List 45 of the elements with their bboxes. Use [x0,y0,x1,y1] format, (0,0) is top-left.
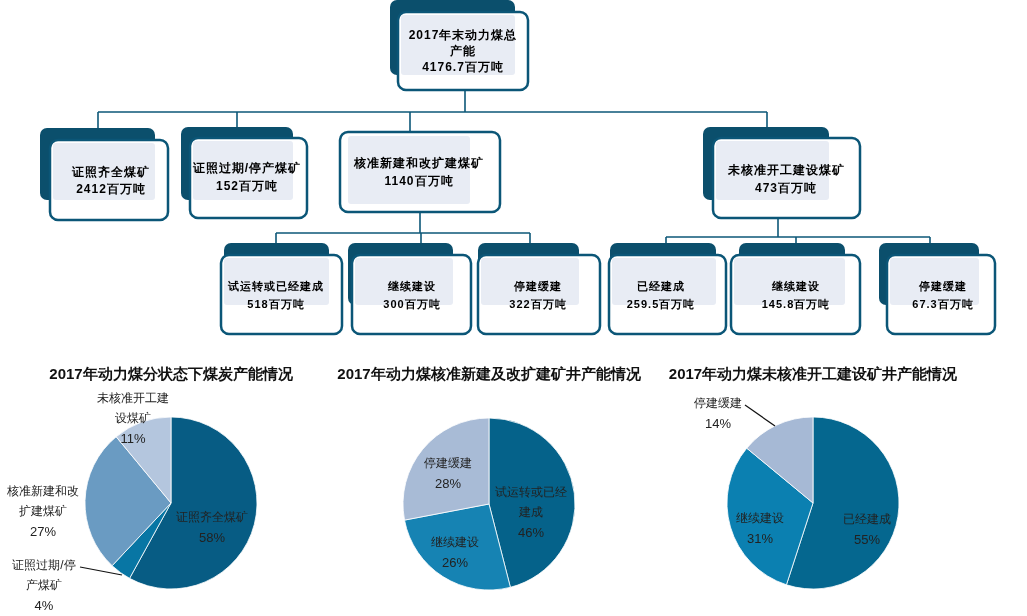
text: 67.3百万吨 [912,298,974,310]
slice-label: 停建缓建 [424,456,472,470]
data-label: 4% [34,597,54,613]
data-label: 31% [746,530,774,546]
data-label: 58% [198,529,226,545]
slice-label: 证照过期/停产煤矿 [12,558,76,592]
text: 473百万吨 [754,181,818,195]
text: 322百万吨 [509,298,567,310]
chart-title: 2017年动力煤分状态下煤炭产能情况 [49,364,294,382]
text: 518百万吨 [247,298,305,310]
text: 已经建成 [637,280,685,292]
data-label: 27% [29,523,57,539]
text: 152百万吨 [215,179,279,193]
slice-label: 停建缓建 [694,396,742,410]
text: 停建缓建 [513,280,562,292]
data-label: 11% [120,430,146,446]
slice-label: 未核准开工建设煤矿 [97,391,169,425]
text: 证照齐全煤矿 [71,165,150,179]
slice-label: 证照齐全煤矿 [176,510,248,524]
data-label: 14% [704,415,732,431]
data-label: 28% [434,475,462,491]
text: 2017年末动力煤总产能 [408,28,518,58]
text: 300百万吨 [383,298,441,310]
slice-label: 核准新建和改扩建煤矿 [6,484,79,518]
text: 未核准开工建设煤矿 [726,163,845,177]
text: 4176.7百万吨 [422,60,504,74]
data-label: 26% [441,554,469,570]
text: 继续建设 [387,280,436,292]
data-label: 46% [517,524,545,540]
chart-title: 2017年动力煤核准新建及改扩建矿井产能情况 [337,364,642,382]
text: 2412百万吨 [76,182,146,196]
text: 1140百万吨 [384,174,454,188]
text: 继续建设 [771,280,820,292]
text: 证照过期/停产煤矿 [191,161,302,175]
text: 试运转或已经建成 [227,280,324,292]
slice-label: 试运转或已经建成 [495,485,567,519]
slice-label: 继续建设 [736,511,784,525]
text: 145.8百万吨 [761,298,831,310]
slice-label: 已经建成 [843,512,891,526]
text: 259.5百万吨 [626,298,696,310]
slice-label: 继续建设 [431,535,479,549]
data-label: 55% [853,531,881,547]
chart-title: 2017年动力煤未核准开工建设矿井产能情况 [668,364,959,382]
text: 停建缓建 [918,280,967,292]
text: 核准新建和改扩建煤矿 [353,156,484,170]
